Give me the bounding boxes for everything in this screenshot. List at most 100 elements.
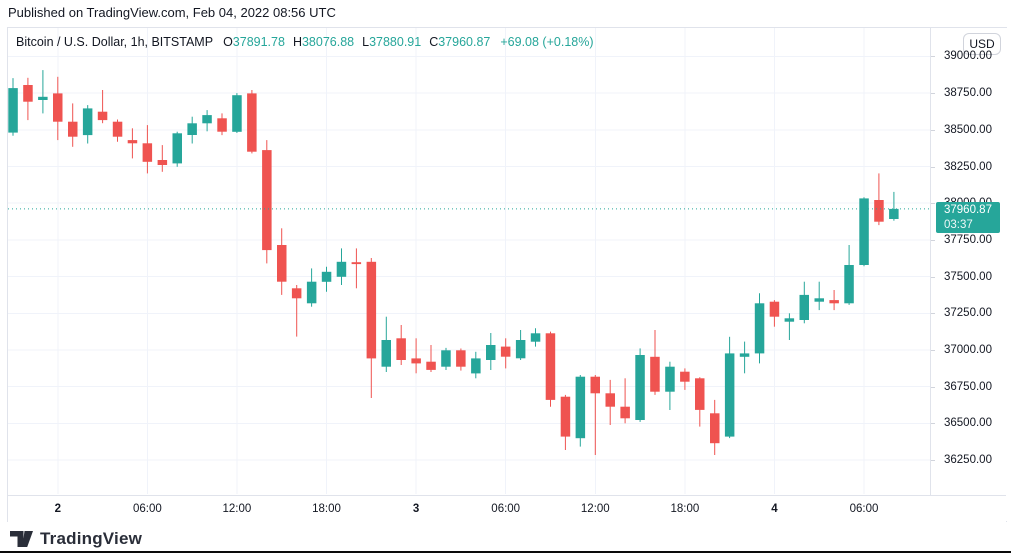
candle-body: [291, 288, 302, 299]
price-axis-label: 37750.00: [944, 233, 992, 246]
legend-close: C37960.87: [429, 35, 491, 49]
candle-body: [769, 301, 780, 317]
tradingview-logo-icon: [10, 530, 33, 547]
candle-body: [23, 85, 33, 102]
candle-body: [605, 393, 615, 407]
candle-body: [366, 261, 377, 359]
bar-countdown: 03:37: [944, 218, 973, 231]
time-axis-label: 2: [54, 503, 61, 515]
legend-change: +69.08 (+0.18%): [500, 35, 594, 49]
candle-body: [635, 355, 645, 420]
candle-body: [710, 413, 720, 444]
candle-body: [53, 93, 63, 122]
candle-body: [172, 133, 182, 164]
price-axis-label: 39000.00: [944, 50, 992, 63]
candle-body: [202, 115, 212, 124]
time-axis-label: 3: [412, 503, 420, 515]
candle-body: [859, 198, 869, 265]
candle-body: [262, 150, 272, 251]
price-axis-tick: [931, 129, 935, 131]
price-axis-tick: [931, 56, 935, 58]
candle-body: [157, 160, 168, 165]
price-axis-label: 37250.00: [944, 307, 992, 320]
chart-widget: Bitcoin / U.S. Dollar, 1h, BITSTAMP O3789…: [7, 27, 1007, 522]
candle-body: [336, 261, 347, 277]
candle-body: [560, 396, 571, 437]
last-price-value: 37960.87: [944, 203, 992, 216]
last-price-badge: 37960.87 03:37: [936, 201, 1000, 233]
candle-body: [187, 123, 197, 135]
time-axis[interactable]: 2 06:00 12:00 18:00 3 06:00 12:00 18:00 4 06:00: [8, 495, 1006, 522]
candle-body: [724, 353, 735, 437]
price-axis-tick: [931, 239, 935, 241]
price-axis-label: 38250.00: [944, 160, 992, 173]
price-axis-tick: [931, 93, 935, 95]
candle-body: [277, 245, 287, 282]
candle-body: [381, 340, 391, 367]
candle-body: [814, 298, 824, 302]
price-axis-label: 38500.00: [944, 123, 992, 136]
time-axis-label: 12:00: [222, 503, 252, 515]
price-axis-tick: [931, 423, 935, 425]
legend-low: L37880.91: [362, 35, 422, 49]
candle-body: [142, 143, 153, 162]
published-line: Published on TradingView.com, Feb 04, 20…: [8, 5, 336, 20]
legend-high: H38076.88: [292, 35, 355, 49]
candle-body: [650, 356, 660, 392]
time-axis-label: 12:00: [580, 503, 610, 515]
tradingview-brand-text: TradingView: [40, 529, 143, 548]
price-axis-label: 38750.00: [944, 87, 992, 100]
candle-body: [247, 93, 257, 152]
price-axis-label: 36750.00: [944, 380, 992, 393]
price-axis-label: 37500.00: [944, 270, 992, 283]
candle-body: [38, 96, 48, 100]
candle-body: [232, 95, 242, 132]
candle-body: [680, 371, 690, 382]
time-axis-label: 06:00: [491, 503, 521, 515]
time-axis-label: 4: [771, 503, 778, 515]
candle-body: [396, 338, 406, 360]
price-axis-tick: [931, 276, 935, 278]
candle-body: [889, 208, 899, 219]
price-axis-tick: [931, 386, 935, 388]
candle-body: [127, 140, 138, 144]
candle-body: [8, 88, 18, 133]
candle-body: [784, 318, 795, 322]
candle-body: [351, 262, 362, 265]
candle-body: [545, 333, 556, 400]
candle-body: [68, 121, 78, 137]
candle-body: [590, 376, 600, 394]
candle-body: [829, 300, 839, 304]
candle-body: [515, 340, 526, 359]
time-axis-label: 18:00: [312, 503, 341, 515]
price-axis[interactable]: USD 39000.0038750.0038500.0038250.003800…: [930, 28, 1007, 521]
time-axis-label: 06:00: [133, 503, 162, 515]
candle-body: [112, 121, 123, 137]
legend-open: O37891.78: [223, 35, 285, 49]
candle-body: [575, 376, 586, 439]
footer-branding[interactable]: TradingView: [10, 528, 142, 550]
candle-body: [411, 358, 421, 364]
candlestick-chart-canvas[interactable]: [8, 28, 930, 494]
time-axis-label: 18:00: [670, 503, 700, 515]
currency-badge: USD: [963, 33, 1001, 55]
candle-body: [306, 281, 317, 304]
candle-body: [754, 303, 765, 354]
time-axis-label: 06:00: [849, 503, 879, 515]
price-axis-label: 36500.00: [944, 417, 992, 430]
candle-body: [500, 346, 511, 357]
chart-legend[interactable]: Bitcoin / U.S. Dollar, 1h, BITSTAMP O3789…: [16, 35, 594, 49]
candle-body: [620, 406, 630, 419]
price-axis-tick: [931, 313, 935, 315]
candle-body: [456, 350, 466, 367]
candle-body: [874, 200, 884, 222]
price-axis-tick: [931, 460, 935, 462]
price-axis-tick: [931, 166, 935, 168]
price-axis-tick: [931, 203, 935, 205]
candle-body: [695, 378, 705, 410]
candle-body: [471, 358, 481, 374]
candle-body: [441, 350, 451, 367]
price-axis-label: 37000.00: [944, 344, 992, 356]
candle-body: [530, 333, 541, 342]
